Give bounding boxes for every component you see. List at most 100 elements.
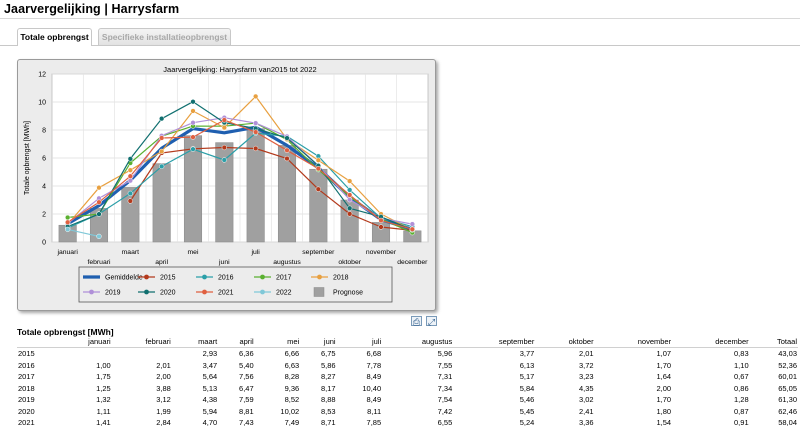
table-cell: 3,02: [578, 395, 594, 405]
column-header: juli: [336, 336, 383, 348]
table-cell: 3,23: [578, 372, 594, 382]
column-header: februari: [111, 336, 172, 348]
point-2021: [284, 147, 290, 153]
x-tick-label: mei: [188, 249, 199, 256]
x-tick-label: september: [302, 249, 335, 256]
table-cell: 6,47: [239, 383, 254, 393]
table-cell: 1,70: [656, 395, 672, 405]
tab-specifieke-installatieopbrengst[interactable]: Specifieke installatieopbrengst: [98, 28, 231, 45]
table-cell: 8,28: [284, 372, 300, 382]
table-cell: 1,10: [734, 360, 749, 370]
x-tick-label: november: [366, 249, 397, 256]
column-header: januari: [57, 336, 112, 348]
table-cell: 5,13: [202, 383, 218, 393]
table-cell: 2,93: [202, 349, 218, 359]
y-tick-label: 0: [42, 240, 46, 247]
table-cell: 3,88: [156, 383, 171, 393]
column-header: september: [453, 336, 536, 348]
page-title: Jaarvergelijking | Harrysfarm: [4, 2, 180, 16]
x-tick-label: december: [397, 259, 428, 266]
y-tick-label: 12: [38, 72, 46, 79]
table-cell: 8,52: [284, 395, 300, 405]
table-cell: 0,83: [734, 349, 749, 359]
table-cell: 7,59: [239, 395, 254, 405]
column-header: april: [218, 336, 255, 348]
point-2015: [284, 155, 290, 162]
legend-label: 2015: [160, 275, 176, 282]
table-cell: 7,56: [239, 372, 254, 382]
x-tick-label: april: [155, 259, 168, 266]
table-cell: 4,70: [202, 418, 218, 428]
row-year: 2015: [18, 349, 35, 359]
legend-marker-2021: [202, 289, 207, 295]
point-2021: [159, 135, 165, 141]
point-2015: [315, 186, 321, 192]
table-cell: 1,32: [96, 395, 111, 405]
legend-label: 2018: [333, 275, 349, 282]
point-2018: [315, 157, 321, 163]
table-cell: 5,46: [519, 395, 535, 405]
x-tick-label: februari: [87, 259, 111, 266]
printer-icon[interactable]: ⎙: [411, 316, 422, 327]
table-cell: 52,36: [778, 360, 797, 370]
legend-label: 2022: [276, 290, 292, 297]
table-cell: 1,00: [96, 360, 111, 370]
table-cell: 7,78: [366, 360, 382, 370]
tab-totale-opbrengst[interactable]: Totale opbrengst: [17, 28, 92, 46]
table-cell: 7,54: [437, 395, 453, 405]
expand-icon[interactable]: ⤢: [426, 316, 437, 327]
y-tick-label: 4: [42, 184, 46, 191]
table-cell: 5,24: [519, 418, 535, 428]
table-row: 2019 1,32 3,12 4,38 7,59 8,52 8,88 8,49 7,54 5,46…: [17, 394, 798, 406]
legend-label: 2017: [276, 275, 292, 282]
column-header: maart: [171, 336, 219, 348]
row-year: 2021: [18, 418, 35, 428]
point-2018: [221, 124, 227, 131]
table-cell: 7,49: [284, 418, 300, 428]
point-2022: [65, 226, 71, 233]
table-cell: 7,85: [366, 418, 382, 428]
point-2015: [378, 224, 384, 230]
point-2018: [159, 148, 165, 155]
table-cell: 6,55: [437, 418, 453, 428]
tab-bar-divider: [0, 45, 800, 46]
bar-prognose: [121, 187, 140, 243]
table-cell: 0,87: [734, 406, 749, 416]
table-row: 2015 2,93 6,36 6,66 6,75 6,68 5,96 3,77 2,01 1,07…: [17, 348, 798, 360]
table-cell: 4,35: [578, 383, 594, 393]
table-cell: 1,75: [96, 372, 111, 382]
y-tick-label: 8: [42, 128, 46, 135]
table-cell: [112, 348, 172, 360]
table-title: Totale opbrengst [MWh]: [17, 327, 114, 337]
table-cell: 8,11: [367, 406, 382, 416]
point-2018: [190, 108, 196, 114]
table-cell: 6,66: [284, 349, 300, 359]
legend-label: 2019: [105, 290, 121, 297]
table-cell: 1,11: [96, 406, 111, 416]
table-row: 2021 1,41 2,84 4,70 7,43 7,49 8,71 7,85 6,55 5,24…: [17, 417, 798, 429]
table-cell: 0,67: [734, 372, 749, 382]
point-2017: [65, 214, 71, 221]
series-line-2022: [67, 228, 100, 237]
table-cell: 2,01: [578, 349, 594, 359]
table-cell: 58,04: [778, 418, 797, 428]
table-cell: 6,13: [519, 360, 535, 370]
table-cell: 3,72: [578, 360, 594, 370]
table-cell: 1,28: [734, 395, 749, 405]
table-cell: 3,12: [156, 395, 171, 405]
table-cell: 2,41: [578, 406, 594, 416]
point-2020: [127, 156, 133, 162]
table-cell: 65,05: [778, 383, 797, 393]
table-cell: 1,99: [156, 406, 171, 416]
point-2020: [284, 135, 290, 141]
point-2018: [347, 178, 353, 184]
table-cell: 3,47: [202, 360, 218, 370]
bar-prognose: [246, 128, 265, 243]
table-header-row: januari februari maart april mei juni juli augu…: [17, 336, 798, 348]
legend-marker-2015: [144, 274, 149, 280]
table-cell: 0,86: [734, 383, 749, 393]
table-cell: 4,38: [202, 395, 218, 405]
table-cell: 6,68: [366, 349, 382, 359]
x-tick-label: juli: [251, 249, 261, 256]
table-row: 2018 1,25 3,88 5,13 6,47 9,36 8,17 10,40 7,34 5,8…: [17, 383, 798, 395]
